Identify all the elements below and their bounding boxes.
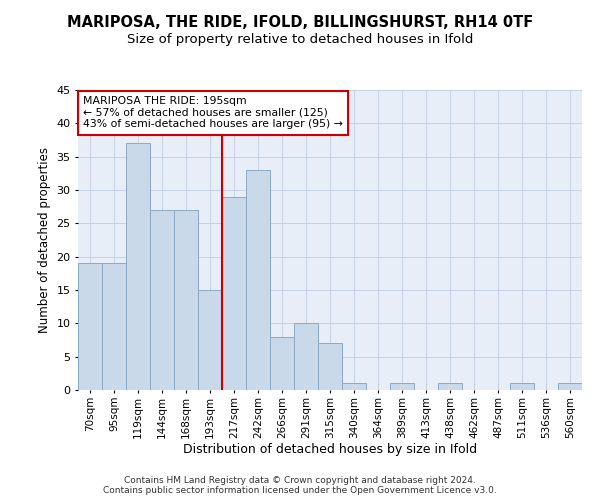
Bar [270, 336, 294, 390]
Text: Distribution of detached houses by size in Ifold: Distribution of detached houses by size … [183, 442, 477, 456]
Bar [318, 344, 342, 390]
Y-axis label: Number of detached properties: Number of detached properties [38, 147, 50, 333]
Bar [150, 210, 174, 390]
Bar [246, 170, 270, 390]
Text: Contains HM Land Registry data © Crown copyright and database right 2024.
Contai: Contains HM Land Registry data © Crown c… [103, 476, 497, 495]
Bar [558, 384, 582, 390]
Bar [222, 196, 246, 390]
Bar [294, 324, 318, 390]
Text: Size of property relative to detached houses in Ifold: Size of property relative to detached ho… [127, 32, 473, 46]
Bar [126, 144, 150, 390]
Text: MARIPOSA THE RIDE: 195sqm
← 57% of detached houses are smaller (125)
43% of semi: MARIPOSA THE RIDE: 195sqm ← 57% of detac… [83, 96, 343, 129]
Bar [78, 264, 102, 390]
Bar [102, 264, 126, 390]
Bar [342, 384, 366, 390]
Bar [174, 210, 198, 390]
Bar [390, 384, 414, 390]
Text: MARIPOSA, THE RIDE, IFOLD, BILLINGSHURST, RH14 0TF: MARIPOSA, THE RIDE, IFOLD, BILLINGSHURST… [67, 15, 533, 30]
Bar [198, 290, 222, 390]
Bar [438, 384, 462, 390]
Bar [510, 384, 534, 390]
